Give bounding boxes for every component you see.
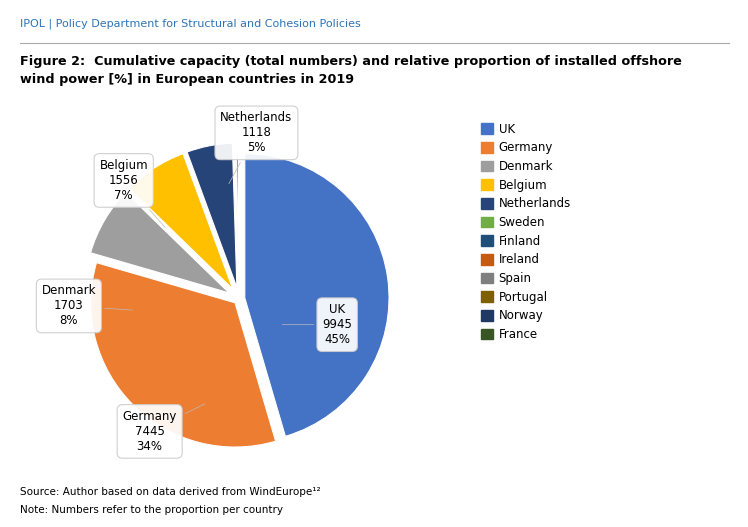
Text: Belgium
1556
7%: Belgium 1556 7% — [99, 159, 165, 228]
Legend: UK, Germany, Denmark, Belgium, Netherlands, Sweden, Finland, Ireland, Spain, Por: UK, Germany, Denmark, Belgium, Netherlan… — [481, 123, 571, 341]
Wedge shape — [91, 192, 229, 293]
Wedge shape — [236, 154, 239, 299]
Wedge shape — [129, 154, 233, 289]
Text: UK
9945
45%: UK 9945 45% — [282, 303, 352, 346]
Text: IPOL | Policy Department for Structural and Cohesion Policies: IPOL | Policy Department for Structural … — [20, 18, 361, 29]
Wedge shape — [236, 154, 239, 299]
Text: Germany
7445
34%: Germany 7445 34% — [123, 404, 205, 453]
Wedge shape — [187, 143, 237, 287]
Text: Denmark
1703
8%: Denmark 1703 8% — [42, 285, 132, 327]
Wedge shape — [91, 262, 275, 447]
Wedge shape — [235, 154, 239, 299]
Text: Note: Numbers refer to the proportion per country: Note: Numbers refer to the proportion pe… — [20, 505, 283, 515]
Text: wind power [%] in European countries in 2019: wind power [%] in European countries in … — [20, 73, 355, 86]
Text: Netherlands
1118
5%: Netherlands 1118 5% — [220, 111, 292, 184]
Wedge shape — [245, 154, 389, 436]
Text: Figure 2:  Cumulative capacity (total numbers) and relative proportion of instal: Figure 2: Cumulative capacity (total num… — [20, 55, 682, 69]
Text: Source: Author based on data derived from WindEurope¹²: Source: Author based on data derived fro… — [20, 487, 321, 497]
Wedge shape — [235, 154, 239, 299]
